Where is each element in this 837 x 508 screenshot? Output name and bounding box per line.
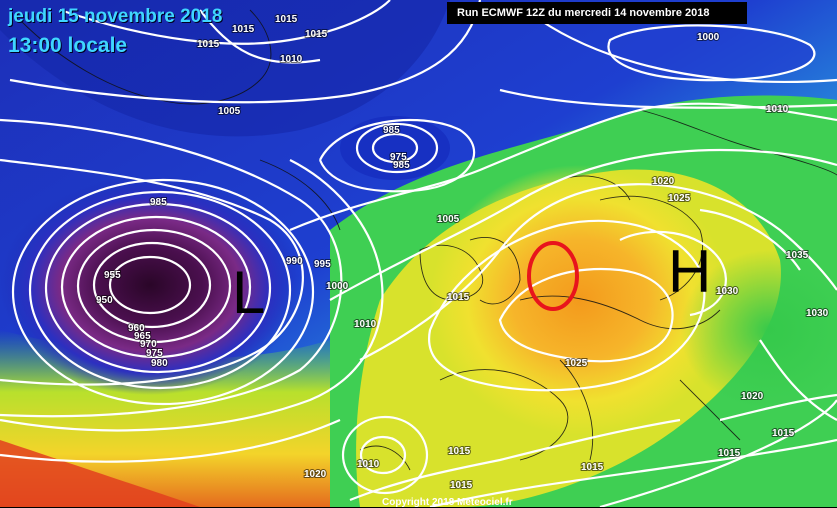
isobar-label: 1025 — [565, 358, 588, 369]
high-pressure-letter: H — [668, 238, 711, 305]
forecast-date: jeudi 15 novembre 2018 — [8, 6, 223, 27]
isobar-label: 1020 — [741, 391, 764, 402]
isobar-label: 980 — [151, 358, 168, 369]
isobar-label: 1005 — [437, 214, 460, 225]
model-run-banner: Run ECMWF 12Z du mercredi 14 novembre 20… — [447, 2, 747, 24]
isobar-label: 1005 — [218, 106, 241, 117]
isobar-label: 985 — [393, 160, 410, 171]
isobar-label: 1020 — [304, 469, 327, 480]
isobar-label: 1015 — [581, 462, 604, 473]
isobar-label: 1035 — [786, 250, 809, 261]
isobar-label: 1015 — [232, 24, 255, 35]
red-circle-annotation — [527, 241, 579, 311]
isobar-label: 985 — [150, 197, 167, 208]
isobar-label: 1030 — [716, 286, 739, 297]
isobar-label: 1015 — [718, 448, 741, 459]
isobar-label: 1015 — [447, 292, 470, 303]
isobar-label: 1010 — [280, 54, 303, 65]
isobar-label: 955 — [104, 270, 121, 281]
isobar-label: 1000 — [326, 281, 349, 292]
isobar-label: 985 — [383, 125, 400, 136]
isobar-label: 975 — [146, 348, 163, 359]
isobar-label: 950 — [96, 295, 113, 306]
isobar-label: 1015 — [275, 14, 298, 25]
red-band — [0, 440, 200, 507]
isobar-label: 995 — [314, 259, 331, 270]
isobar-label: 1010 — [766, 104, 789, 115]
isobar-label: 1015 — [197, 39, 220, 50]
isobar-label: 970 — [140, 339, 157, 350]
isobar-label: 965 — [134, 331, 151, 342]
isobar-label: 960 — [128, 323, 145, 334]
isobar-label: 1020 — [652, 176, 675, 187]
eastern-green-lobe — [680, 250, 837, 410]
isobar-label: 1015 — [305, 29, 328, 40]
northern-blue — [0, 0, 450, 137]
isobar-label: 1015 — [450, 480, 473, 491]
isobar-label: 1015 — [448, 446, 471, 457]
copyright-notice: Copyright 2018 Meteociel.fr — [382, 497, 513, 508]
isobar-label: 1025 — [668, 193, 691, 204]
forecast-time: 13:00 locale — [8, 34, 128, 57]
isobar-label: 1010 — [357, 459, 380, 470]
isobar-label: 1000 — [697, 32, 720, 43]
isobar-label: 1030 — [806, 308, 829, 319]
isobar-label: 1010 — [354, 319, 377, 330]
coastlines — [19, 9, 837, 471]
deep-low-core — [0, 175, 300, 395]
northeast-blue-lobe — [608, 27, 815, 79]
isobar-label: 990 — [286, 256, 303, 267]
low-pressure-letter: L — [232, 259, 265, 326]
isobar-label: 1015 — [772, 428, 795, 439]
isobar-label: 975 — [390, 152, 407, 163]
